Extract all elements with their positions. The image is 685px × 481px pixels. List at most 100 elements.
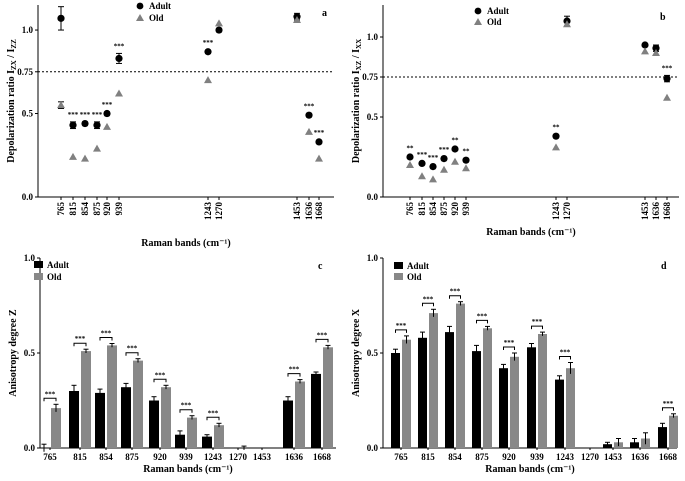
x-tick-label: 939 xyxy=(179,452,193,462)
legend-label: Old xyxy=(47,272,62,282)
adult-point xyxy=(462,156,470,164)
y-tick-label: 1.0 xyxy=(24,253,36,263)
legend-label: Old xyxy=(149,13,164,23)
old-bar xyxy=(133,360,143,448)
significance-bracket xyxy=(476,319,488,324)
legend-marker-old xyxy=(474,18,482,25)
adult-point xyxy=(663,75,671,83)
significance-bracket xyxy=(503,346,515,350)
legend-swatch-adult xyxy=(394,262,403,269)
x-axis-label: Raman bands (cm⁻¹) xyxy=(143,464,232,475)
x-tick-label: 1243 xyxy=(551,202,561,221)
old-point xyxy=(293,16,301,24)
y-tick-label: 0.0 xyxy=(367,443,379,453)
old-point xyxy=(315,154,323,162)
adult-point xyxy=(552,132,560,140)
old-point xyxy=(552,143,560,151)
significance-bracket xyxy=(662,407,674,411)
significance-bracket xyxy=(153,378,167,383)
adult-point xyxy=(81,119,89,128)
y-axis-label: Anisotropy degree Z xyxy=(8,309,19,397)
old-bar xyxy=(510,356,519,448)
adult-point xyxy=(93,121,101,129)
significance-star: *** xyxy=(208,409,219,417)
adult-point xyxy=(103,109,111,118)
significance-bracket xyxy=(125,352,139,356)
legend-swatch-old xyxy=(394,273,403,280)
panel-label: d xyxy=(661,261,667,272)
significance-bracket xyxy=(179,409,193,413)
x-tick-label: 1243 xyxy=(204,452,223,462)
panel-label: c xyxy=(318,261,323,272)
y-axis-label: Depolarization ratio IZX / IZZ xyxy=(6,39,18,163)
y-tick-label: 1.0 xyxy=(22,25,34,35)
adult-point xyxy=(315,138,323,146)
old-bar xyxy=(81,351,91,448)
old-bar xyxy=(669,415,678,448)
significance-star: *** xyxy=(155,371,166,379)
y-tick-label: 0.5 xyxy=(367,348,379,358)
adult-bar xyxy=(472,351,481,448)
adult-bar xyxy=(499,368,508,448)
significance-star: *** xyxy=(101,330,112,338)
adult-point xyxy=(641,41,649,49)
y-tick-label: 0.5 xyxy=(22,109,34,119)
adult-bar xyxy=(175,434,185,448)
x-tick-label: 1270 xyxy=(581,452,600,462)
significance-star: ** xyxy=(452,136,460,144)
panel-label: a xyxy=(322,8,327,19)
adult-bar xyxy=(445,332,454,448)
x-tick-label: 939 xyxy=(461,202,471,216)
legend-swatch-adult xyxy=(34,261,43,268)
x-tick-label: 875 xyxy=(439,202,449,216)
old-bar xyxy=(566,368,575,448)
old-bar xyxy=(483,328,492,448)
x-tick-label: 1270 xyxy=(562,202,572,221)
x-tick-label: 1636 xyxy=(285,452,304,462)
x-tick-label: 1270 xyxy=(214,202,224,221)
significance-star: *** xyxy=(92,111,103,119)
significance-bracket xyxy=(287,373,301,377)
x-tick-label: 765 xyxy=(56,202,66,216)
adult-bar xyxy=(418,337,427,448)
significance-star: *** xyxy=(203,39,214,47)
x-axis-label: Raman bands (cm⁻¹) xyxy=(141,238,230,249)
significance-star: *** xyxy=(304,103,315,111)
x-tick-label: 854 xyxy=(428,202,438,216)
adult-bar xyxy=(95,392,105,448)
x-tick-label: 815 xyxy=(73,452,87,462)
adult-bar xyxy=(555,379,564,448)
adult-point xyxy=(451,145,459,153)
old-bar xyxy=(456,303,465,448)
significance-star: *** xyxy=(314,129,325,137)
significance-star: *** xyxy=(477,312,488,320)
adult-bar xyxy=(283,400,293,448)
old-bar xyxy=(402,339,411,448)
legend-swatch-old xyxy=(34,273,43,280)
x-tick-label: 765 xyxy=(394,452,408,462)
panel-label: b xyxy=(660,12,666,23)
significance-bracket xyxy=(559,356,571,360)
adult-bar xyxy=(202,436,212,448)
y-tick-label: 0.75 xyxy=(17,67,33,77)
legend-marker-adult xyxy=(474,7,482,15)
x-tick-label: 1270 xyxy=(229,452,248,462)
x-tick-label: 1668 xyxy=(662,202,672,221)
x-tick-label: 1453 xyxy=(292,202,302,221)
x-tick-label: 1243 xyxy=(556,452,575,462)
significance-star: *** xyxy=(102,101,113,109)
significance-star: *** xyxy=(450,288,461,296)
significance-star: *** xyxy=(663,400,674,408)
x-tick-label: 1453 xyxy=(253,452,272,462)
significance-star: *** xyxy=(45,390,56,398)
legend-label: Adult xyxy=(149,1,171,11)
y-tick-label: 0.0 xyxy=(367,192,379,202)
significance-bracket xyxy=(206,416,220,421)
significance-star: ** xyxy=(553,124,561,132)
adult-point xyxy=(115,54,123,63)
adult-point xyxy=(440,155,448,163)
adult-point xyxy=(406,153,414,161)
x-tick-label: 765 xyxy=(43,452,57,462)
adult-bar xyxy=(121,387,131,448)
panel-a: 0.0 0.5 0.75 1.0 Depolarization ratio IZX / … xyxy=(6,0,334,249)
